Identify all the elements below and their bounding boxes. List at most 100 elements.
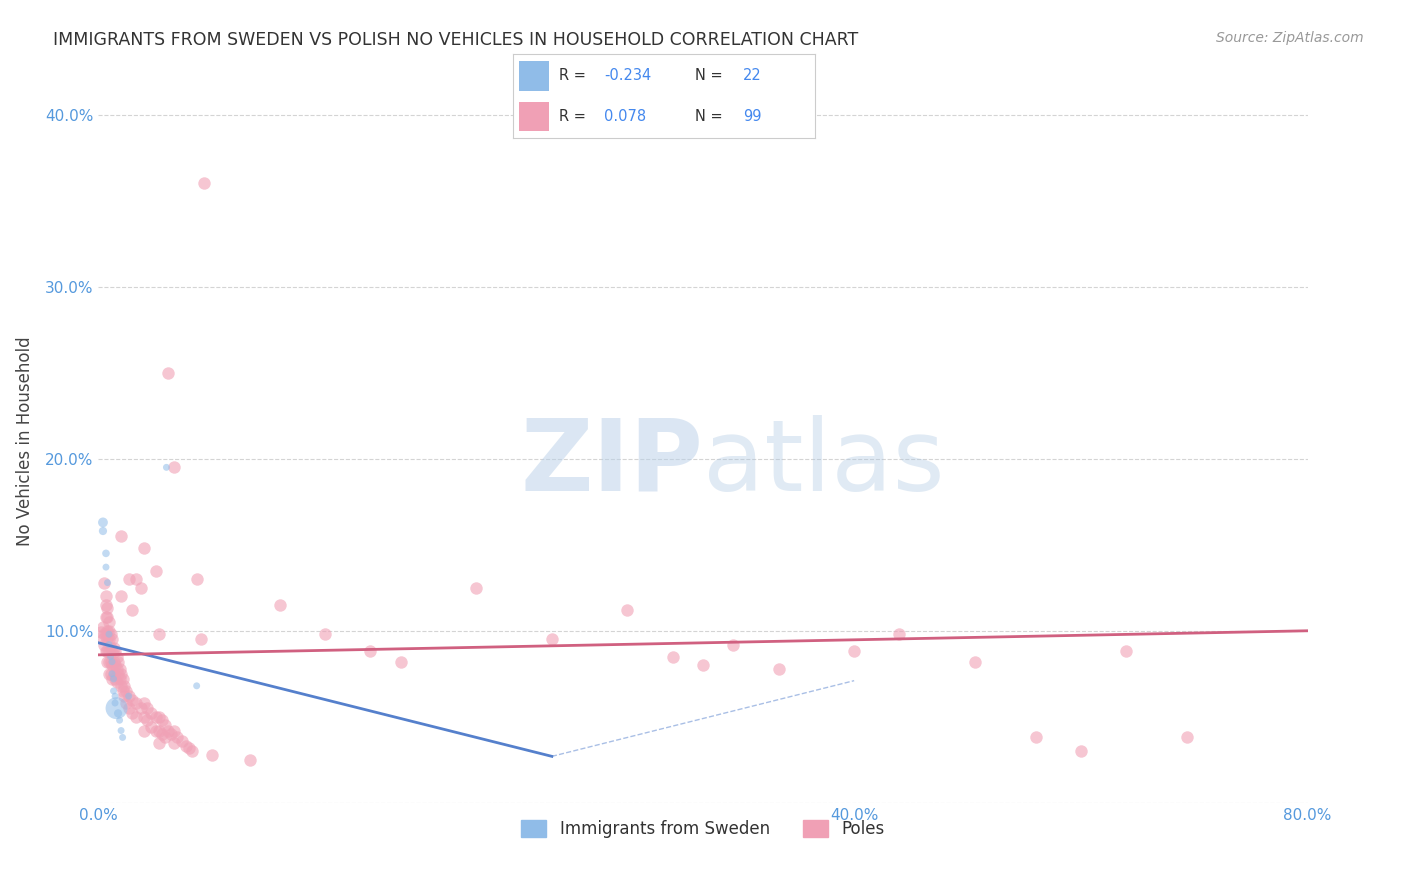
Point [94, 560, 117, 574]
Point [145, 723, 167, 738]
Point [100, 627, 122, 641]
Point [314, 627, 336, 641]
Point [110, 666, 132, 681]
Point [110, 590, 132, 604]
Point [186, 679, 208, 693]
Point [94, 644, 117, 658]
Point [156, 723, 179, 738]
Text: R =: R = [558, 68, 591, 83]
Point [239, 753, 262, 767]
Point [125, 572, 148, 586]
Point [91, 620, 114, 634]
Point [125, 710, 148, 724]
Text: 22: 22 [742, 68, 762, 83]
Point [163, 723, 186, 738]
Point [96, 632, 118, 647]
Point [153, 718, 176, 732]
Point [129, 581, 152, 595]
Point [98, 638, 121, 652]
Point [103, 666, 125, 681]
Point [94, 598, 117, 612]
Text: 0.078: 0.078 [605, 109, 645, 124]
Point [105, 662, 128, 676]
Text: atlas: atlas [703, 415, 945, 512]
Point [150, 713, 173, 727]
Point [104, 658, 127, 673]
Point [153, 731, 176, 745]
Point [186, 572, 208, 586]
Point [96, 655, 118, 669]
Point [103, 655, 125, 669]
Point [104, 696, 127, 710]
Text: IMMIGRANTS FROM SWEDEN VS POLISH NO VEHICLES IN HOUSEHOLD CORRELATION CHART: IMMIGRANTS FROM SWEDEN VS POLISH NO VEHI… [53, 31, 859, 49]
Point [170, 734, 193, 748]
Point [155, 460, 177, 475]
Point [132, 723, 155, 738]
Point [93, 627, 115, 641]
Point [135, 701, 157, 715]
Point [160, 727, 183, 741]
Point [98, 644, 121, 658]
Point [98, 655, 121, 669]
Point [1175, 731, 1198, 745]
Point [107, 655, 129, 669]
Point [114, 684, 136, 698]
Point [91, 516, 114, 530]
Point [100, 655, 122, 669]
Point [104, 672, 127, 686]
Point [1024, 731, 1046, 745]
Point [105, 701, 128, 715]
Point [201, 747, 224, 762]
Point [118, 701, 141, 715]
Point [121, 603, 143, 617]
Point [360, 644, 382, 658]
Point [94, 627, 117, 641]
Point [98, 624, 121, 638]
FancyBboxPatch shape [519, 102, 550, 131]
Point [91, 632, 114, 647]
Point [112, 679, 135, 693]
Point [132, 541, 155, 556]
Point [121, 692, 143, 706]
Point [100, 666, 122, 681]
Point [1115, 644, 1137, 658]
Point [156, 366, 179, 380]
Point [111, 672, 134, 686]
Point [540, 632, 562, 647]
Point [1070, 744, 1092, 758]
Point [148, 627, 170, 641]
Point [104, 644, 127, 658]
Point [889, 627, 911, 641]
Point [96, 575, 118, 590]
Point [148, 723, 170, 738]
Point [193, 177, 215, 191]
Point [94, 590, 117, 604]
Point [107, 706, 129, 721]
Point [101, 644, 124, 658]
Text: Source: ZipAtlas.com: Source: ZipAtlas.com [1216, 31, 1364, 45]
Point [108, 662, 131, 676]
Point [141, 720, 163, 734]
Point [692, 658, 714, 673]
Y-axis label: No Vehicles in Household: No Vehicles in Household [15, 336, 34, 547]
Point [93, 638, 115, 652]
Point [105, 675, 128, 690]
Point [103, 684, 125, 698]
Point [190, 632, 212, 647]
Legend: Immigrants from Sweden, Poles: Immigrants from Sweden, Poles [515, 814, 891, 845]
Point [129, 701, 152, 715]
Point [132, 710, 155, 724]
Text: 99: 99 [742, 109, 762, 124]
Point [111, 731, 134, 745]
Point [101, 658, 124, 673]
Point [132, 696, 155, 710]
Point [98, 627, 121, 641]
Point [96, 601, 118, 615]
Point [100, 640, 122, 655]
Point [107, 666, 129, 681]
Point [174, 739, 197, 753]
Point [101, 666, 124, 681]
Point [110, 529, 132, 543]
Text: -0.234: -0.234 [605, 68, 651, 83]
Point [269, 598, 291, 612]
